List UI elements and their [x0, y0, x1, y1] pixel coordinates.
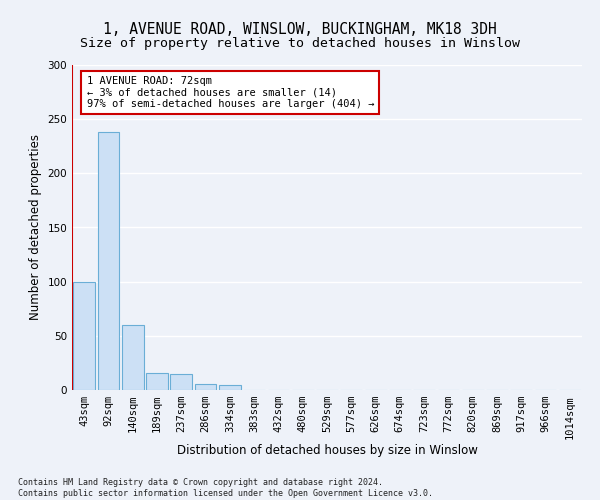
Bar	[194, 384, 217, 390]
Bar	[73, 282, 95, 390]
Bar	[170, 374, 192, 390]
Text: Size of property relative to detached houses in Winslow: Size of property relative to detached ho…	[80, 38, 520, 51]
Y-axis label: Number of detached properties: Number of detached properties	[29, 134, 42, 320]
Bar	[219, 384, 241, 390]
Text: Contains HM Land Registry data © Crown copyright and database right 2024.
Contai: Contains HM Land Registry data © Crown c…	[18, 478, 433, 498]
Text: 1, AVENUE ROAD, WINSLOW, BUCKINGHAM, MK18 3DH: 1, AVENUE ROAD, WINSLOW, BUCKINGHAM, MK1…	[103, 22, 497, 38]
Bar	[122, 325, 143, 390]
X-axis label: Distribution of detached houses by size in Winslow: Distribution of detached houses by size …	[176, 444, 478, 457]
Bar	[146, 372, 168, 390]
Bar	[97, 132, 119, 390]
Text: 1 AVENUE ROAD: 72sqm
← 3% of detached houses are smaller (14)
97% of semi-detach: 1 AVENUE ROAD: 72sqm ← 3% of detached ho…	[86, 76, 374, 109]
